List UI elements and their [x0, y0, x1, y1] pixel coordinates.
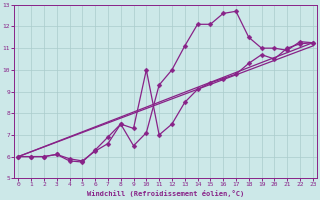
X-axis label: Windchill (Refroidissement éolien,°C): Windchill (Refroidissement éolien,°C) — [87, 190, 244, 197]
